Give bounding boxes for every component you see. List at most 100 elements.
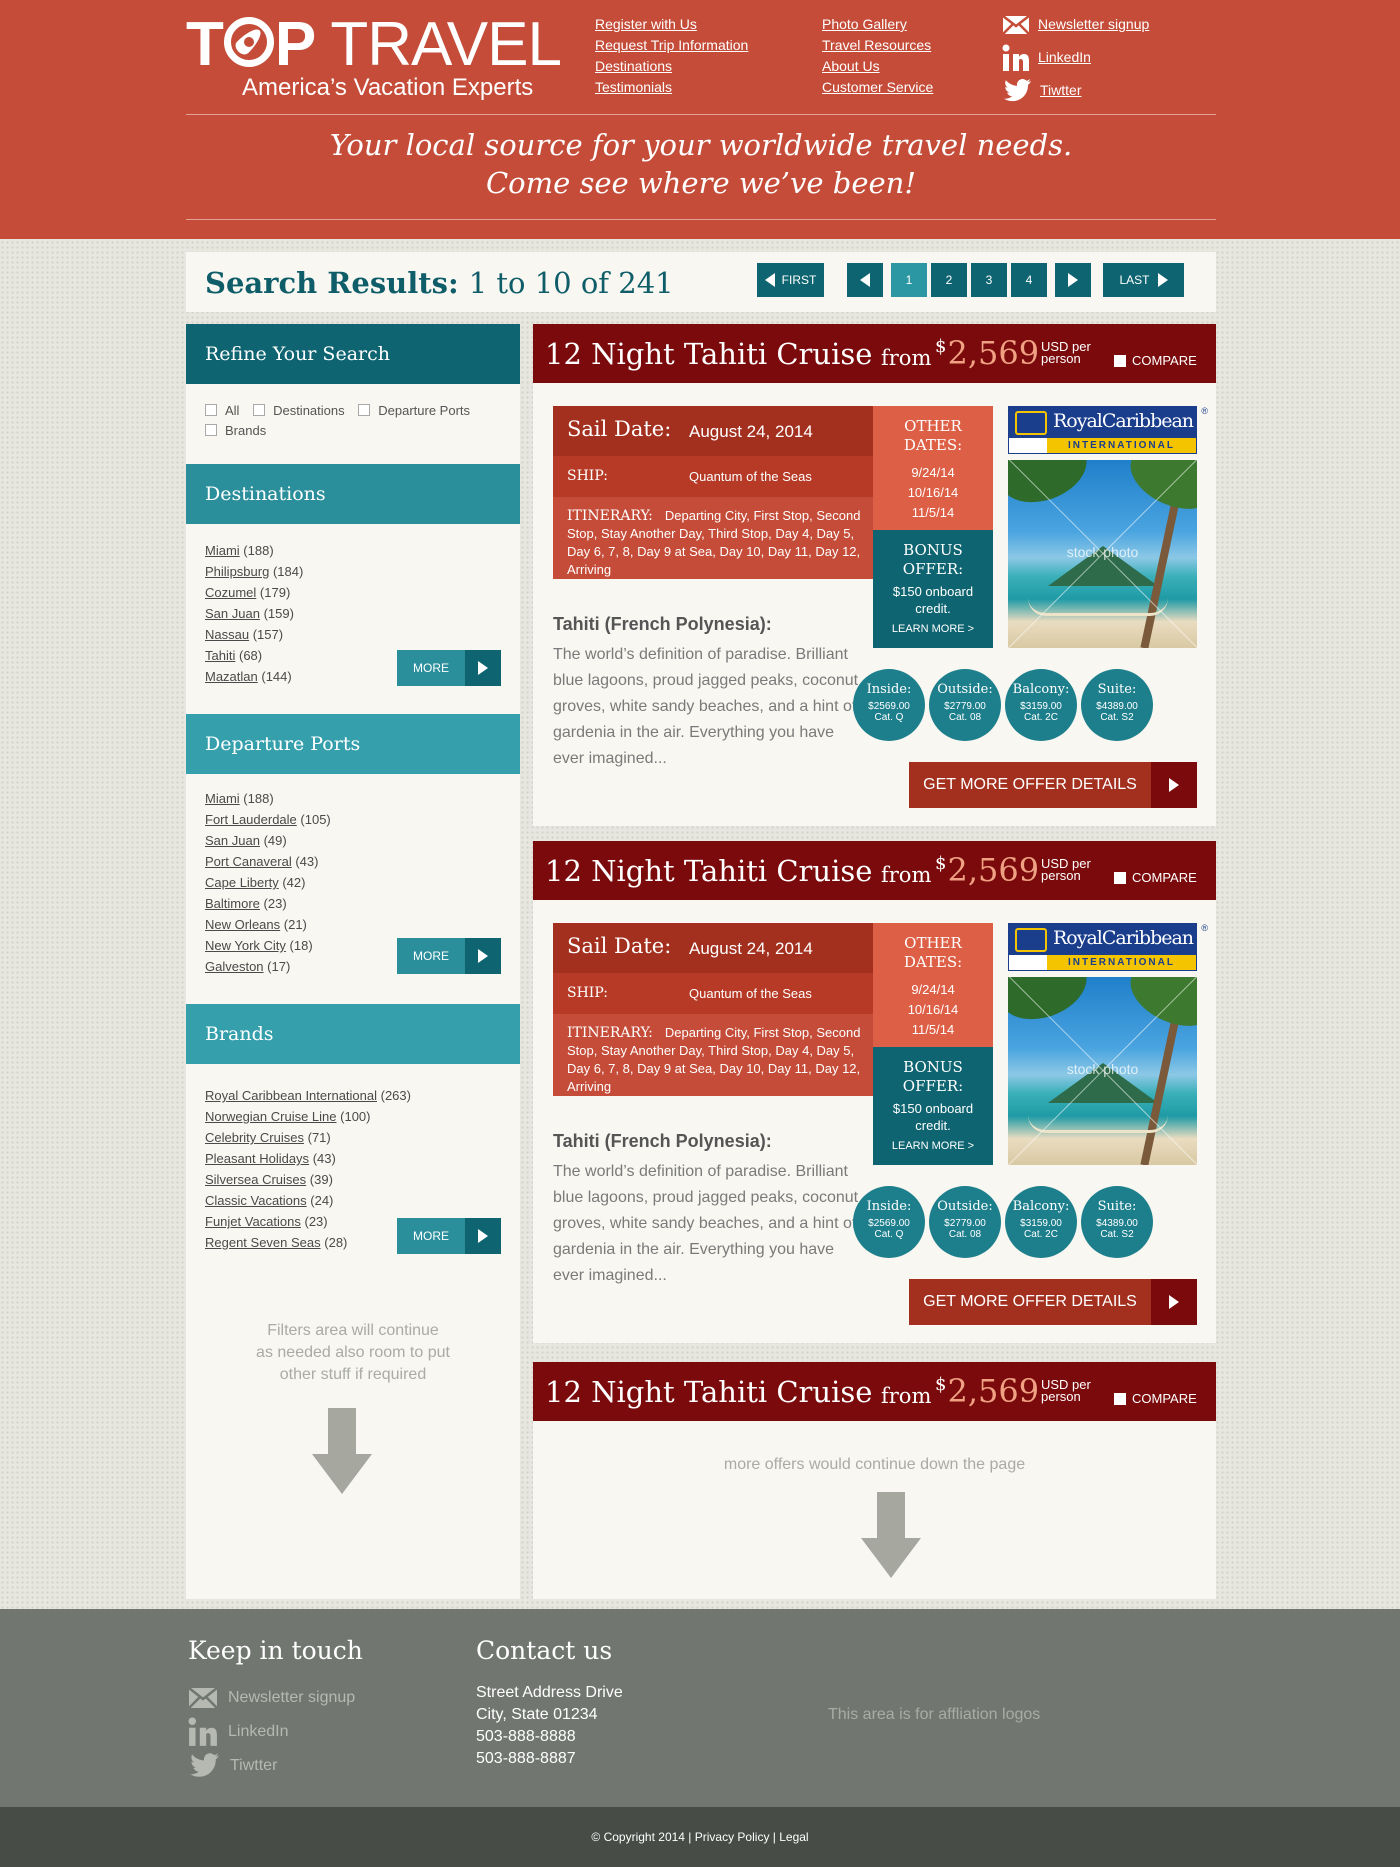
logo-tagline: America’s Vacation Experts bbox=[242, 74, 534, 101]
bonus-offer-box: BONUS OFFER: $150 onboard credit. LEARN … bbox=[873, 1047, 993, 1165]
header-links-secondary: Photo Gallery Travel Resources About Us … bbox=[822, 14, 933, 98]
list-item: Royal Caribbean International (263) bbox=[205, 1088, 411, 1103]
cabin-price-badge[interactable]: Outside: $2779.00 Cat. 08 bbox=[929, 1186, 1001, 1258]
other-date[interactable]: 11/5/14 bbox=[911, 1022, 955, 1037]
cabin-price-badge[interactable]: Suite: $4389.00 Cat. S2 bbox=[1081, 1186, 1153, 1258]
header-newsletter-row: Newsletter signup bbox=[1002, 8, 1149, 41]
offer-header[interactable]: 12 Night Tahiti Cruise from $2,569 USD p… bbox=[533, 841, 1216, 900]
other-date[interactable]: 10/16/14 bbox=[907, 1002, 959, 1017]
compare-checkbox[interactable]: COMPARE bbox=[1114, 353, 1197, 368]
list-item: Miami (188) bbox=[205, 543, 274, 558]
royal-caribbean-logo: RoyalCaribbean INTERNATIONAL ® bbox=[1008, 406, 1208, 454]
offer-price-note: USD per person bbox=[1041, 856, 1091, 883]
travel-resources-link[interactable]: Travel Resources bbox=[822, 37, 932, 53]
cabin-price-badge[interactable]: Inside: $2569.00 Cat. Q bbox=[853, 669, 925, 741]
about-us-link[interactable]: About Us bbox=[822, 58, 880, 74]
pagination-page-2[interactable]: 2 bbox=[931, 263, 967, 297]
bonus-offer-box: BONUS OFFER: $150 onboard credit. LEARN … bbox=[873, 530, 993, 648]
other-dates-box: OTHER DATES: 9/24/14 10/16/14 11/5/14 bbox=[873, 923, 993, 1047]
other-date[interactable]: 10/16/14 bbox=[907, 485, 959, 500]
header-divider-bottom bbox=[186, 219, 1216, 220]
newsletter-signup-link[interactable]: Newsletter signup bbox=[1038, 16, 1150, 32]
filter-sidebar: Refine Your Search All Destinations Depa… bbox=[186, 324, 520, 1599]
learn-more-link[interactable]: LEARN MORE > bbox=[891, 1140, 975, 1152]
list-item: Galveston (17) bbox=[205, 959, 291, 974]
offer-header[interactable]: 12 Night Tahiti Cruise from $2,569 USD p… bbox=[533, 1362, 1216, 1421]
itinerary-row: ITINERARY: Departing City, First Stop, Se… bbox=[553, 1014, 873, 1096]
offer-title[interactable]: 12 Night Tahiti Cruise bbox=[545, 337, 873, 371]
list-item: Fort Lauderdale (105) bbox=[205, 812, 331, 827]
itinerary-row: ITINERARY: Departing City, First Stop, Se… bbox=[553, 497, 873, 579]
arrow-right-icon bbox=[478, 949, 488, 963]
twitter-icon bbox=[1004, 78, 1031, 101]
header-divider-top bbox=[186, 114, 1216, 115]
offer-header[interactable]: 12 Night Tahiti Cruise from $2,569 USD p… bbox=[533, 324, 1216, 383]
copyright-bar: © Copyright 2014 | Privacy Policy | Lega… bbox=[0, 1807, 1400, 1867]
cabin-price-badge[interactable]: Inside: $2569.00 Cat. Q bbox=[853, 1186, 925, 1258]
other-date[interactable]: 9/24/14 bbox=[911, 982, 955, 997]
pagination-prev-button[interactable] bbox=[847, 263, 883, 297]
testimonials-link[interactable]: Testimonials bbox=[595, 79, 673, 95]
list-item: Nassau (157) bbox=[205, 627, 284, 642]
envelope-icon bbox=[1002, 14, 1030, 35]
more-offers-note: more offers would continue down the page bbox=[723, 1456, 1026, 1473]
refine-destinations-checkbox[interactable]: Destinations bbox=[253, 400, 345, 420]
other-date[interactable]: 9/24/14 bbox=[911, 465, 955, 480]
footer-twitter-link[interactable]: Tiwtter bbox=[188, 1749, 355, 1783]
photo-gallery-link[interactable]: Photo Gallery bbox=[822, 16, 907, 32]
contact-us-heading: Contact us bbox=[476, 1636, 613, 1665]
pagination-page-4[interactable]: 4 bbox=[1011, 263, 1047, 297]
customer-service-link[interactable]: Customer Service bbox=[822, 79, 934, 95]
learn-more-link[interactable]: LEARN MORE > bbox=[891, 623, 975, 635]
offer-card-partial: 12 Night Tahiti Cruise from $2,569 USD p… bbox=[533, 1362, 1216, 1599]
compare-checkbox[interactable]: COMPARE bbox=[1114, 870, 1197, 885]
refine-departure-ports-checkbox[interactable]: Departure Ports bbox=[358, 400, 470, 420]
footer-social-links: Newsletter signup LinkedIn Tiwtter bbox=[188, 1681, 355, 1783]
cabin-price-badge[interactable]: Outside: $2779.00 Cat. 08 bbox=[929, 669, 1001, 741]
royal-caribbean-logo: RoyalCaribbean INTERNATIONAL ® bbox=[1008, 923, 1208, 971]
list-item: Cozumel (179) bbox=[205, 585, 291, 600]
pagination-page-1[interactable]: 1 bbox=[891, 263, 927, 297]
twitter-link[interactable]: Tiwtter bbox=[1040, 82, 1082, 98]
sidebar-placeholder-note: Filters area will continue as needed als… bbox=[256, 1322, 450, 1383]
crown-anchor-icon bbox=[1015, 411, 1047, 435]
brands-more-button[interactable]: MORE bbox=[397, 1218, 501, 1254]
ship-row: SHIP: Quantum of the Seas bbox=[553, 456, 873, 497]
crown-anchor-icon bbox=[1015, 928, 1047, 952]
pagination-first-button[interactable]: FIRST bbox=[757, 263, 824, 297]
get-offer-details-button[interactable]: GET MORE OFFER DETAILS bbox=[909, 762, 1197, 808]
twitter-icon bbox=[190, 1753, 219, 1777]
departure-ports-more-button[interactable]: MORE bbox=[397, 938, 501, 974]
list-item: Philipsburg (184) bbox=[205, 564, 304, 579]
list-item: Miami (188) bbox=[205, 791, 274, 806]
cabin-price-badge[interactable]: Suite: $4389.00 Cat. S2 bbox=[1081, 669, 1153, 741]
pagination-page-3[interactable]: 3 bbox=[971, 263, 1007, 297]
footer-newsletter-link[interactable]: Newsletter signup bbox=[188, 1681, 355, 1715]
footer-linkedin-link[interactable]: LinkedIn bbox=[188, 1715, 355, 1749]
destination-title: Tahiti (French Polynesia): bbox=[553, 614, 772, 634]
pagination-next-button[interactable] bbox=[1055, 263, 1091, 297]
offer-title[interactable]: 12 Night Tahiti Cruise bbox=[545, 1375, 873, 1409]
other-date[interactable]: 11/5/14 bbox=[911, 505, 955, 520]
refine-all-checkbox[interactable]: All bbox=[205, 400, 239, 420]
list-item: Silversea Cruises (39) bbox=[205, 1172, 333, 1187]
destinations-link[interactable]: Destinations bbox=[595, 58, 673, 74]
get-offer-details-button[interactable]: GET MORE OFFER DETAILS bbox=[909, 1279, 1197, 1325]
cabin-price-badge[interactable]: Balcony: $3159.00 Cat. 2C bbox=[1005, 669, 1077, 741]
destinations-more-button[interactable]: MORE bbox=[397, 650, 501, 686]
destination-photo: stock photo bbox=[1008, 460, 1197, 648]
pagination-last-button[interactable]: LAST bbox=[1103, 263, 1184, 297]
request-trip-info-link[interactable]: Request Trip Information bbox=[595, 37, 749, 53]
cabin-price-badge[interactable]: Balcony: $3159.00 Cat. 2C bbox=[1005, 1186, 1077, 1258]
linkedin-link[interactable]: LinkedIn bbox=[1038, 49, 1091, 65]
ship-name: Quantum of the Seas bbox=[689, 986, 812, 1001]
departure-ports-list: Miami (188) Fort Lauderdale (105) San Ju… bbox=[205, 788, 331, 977]
linkedin-icon bbox=[1002, 44, 1029, 71]
destination-description: The world’s definition of paradise. Bril… bbox=[553, 646, 859, 767]
list-item: Regent Seven Seas (28) bbox=[205, 1235, 348, 1250]
offer-title[interactable]: 12 Night Tahiti Cruise bbox=[545, 854, 873, 888]
refine-brands-checkbox[interactable]: Brands bbox=[205, 420, 266, 440]
compare-checkbox[interactable]: COMPARE bbox=[1114, 1391, 1197, 1406]
register-link[interactable]: Register with Us bbox=[595, 16, 697, 32]
